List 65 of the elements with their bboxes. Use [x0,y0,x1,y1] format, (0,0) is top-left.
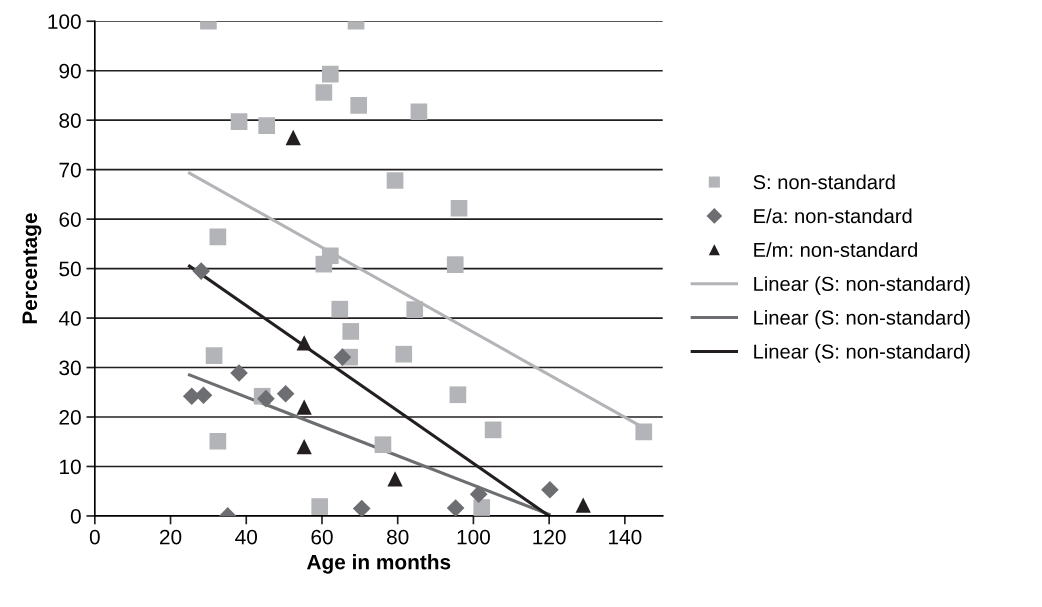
point [296,399,312,415]
legend-label: Linear (S: non-standard) [754,310,970,329]
point [230,364,248,382]
point [352,499,371,516]
point [473,499,491,516]
x-tick-label: 80 [387,529,409,545]
y-tick-label: 50 [59,261,81,277]
y-tick-label: 40 [58,311,81,326]
legend-label: Linear (S: non-standard) [754,343,970,363]
point [395,345,413,363]
point [484,421,502,439]
point [575,497,591,513]
point [446,256,464,273]
point [321,65,339,83]
point [257,389,275,408]
point [446,499,465,516]
x-tick-label: 40 [235,529,258,545]
y-axis-title: Percentage [22,213,42,324]
legend-label: E/m: non-standard [754,242,917,258]
x-tick-label: 100 [457,529,490,545]
point [350,97,368,114]
point [374,436,392,454]
y-tick-label: 30 [59,360,81,376]
x-tick-label: 140 [609,529,642,545]
y-tick-label: 70 [59,162,81,178]
point [192,262,211,280]
point [469,485,488,504]
point [205,347,223,364]
point [209,228,227,246]
x-axis-title: Age in months [306,554,451,574]
x-tick-label: 120 [533,529,566,545]
y-tick-label: 100 [48,14,81,29]
point [315,255,333,273]
legend-label: Linear (S: non-standard) [754,276,970,295]
point [230,113,248,130]
point [635,423,653,441]
point [541,480,559,499]
point [410,103,428,121]
x-tick-label: 60 [311,529,333,545]
x-tick-label: 20 [160,529,182,545]
y-tick-label: 0 [70,508,81,524]
legend-label: E/a: non-standard [754,208,912,224]
point [296,439,312,455]
point [258,117,276,134]
point [311,498,329,515]
point [285,129,301,146]
point [209,432,227,450]
y-tick-label: 90 [59,63,81,79]
x-tick-label: 0 [89,529,100,545]
point [331,300,349,318]
point [449,386,467,404]
point [450,199,468,217]
y-tick-label: 60 [59,212,81,227]
point [296,335,312,351]
point [342,323,360,340]
y-tick-label: 80 [59,113,81,128]
point [387,471,403,487]
point [276,384,295,403]
point [315,84,333,101]
y-tick-label: 10 [60,459,81,475]
point [406,301,424,318]
point [333,348,352,366]
y-tick-label: 20 [59,410,81,425]
point [386,172,404,189]
legend-label: S: non-standard [753,174,895,190]
